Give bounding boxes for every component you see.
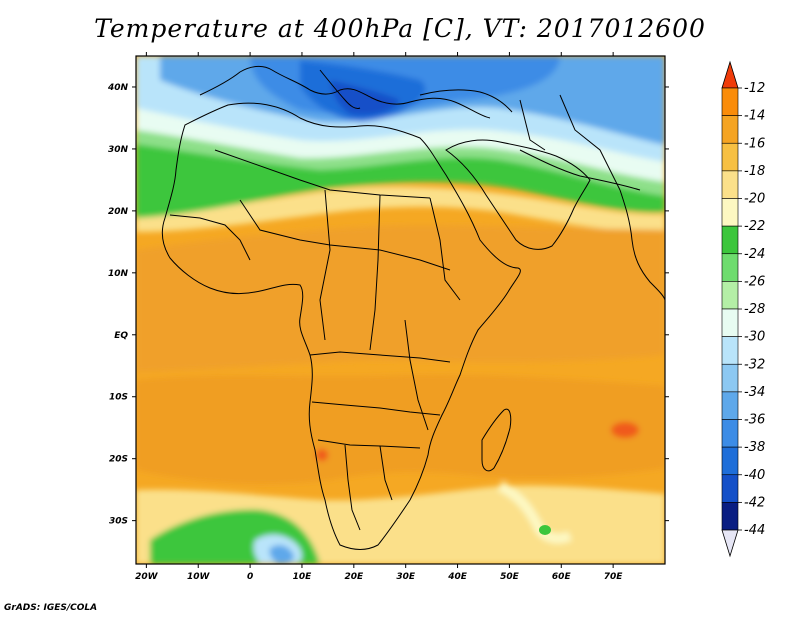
- lat-tick-label: EQ: [114, 331, 128, 341]
- colorbar-segment: [721, 419, 739, 448]
- colorbar: -12 -14 -16 -18 -20 -22 -24 -26 -28 -30 -32 -34 -36 -…: [721, 60, 765, 558]
- colorbar-segment: [721, 391, 739, 420]
- lat-tick-label: 20N: [108, 207, 129, 217]
- lon-tick-label: 30E: [396, 572, 416, 582]
- border-line: [317, 439, 421, 449]
- band-minus24: [136, 140, 665, 218]
- green-spot-indian-ocean: [539, 525, 551, 535]
- lon-tick-label: 0: [247, 572, 253, 582]
- lat-tick-label: 40N: [107, 83, 129, 93]
- arabia-coastline: [445, 139, 591, 250]
- colorbar-segment: [721, 502, 739, 531]
- colorbar-label: -42: [744, 495, 765, 510]
- colorbar-label: -36: [744, 413, 765, 428]
- lon-tick-label: 70E: [604, 572, 624, 582]
- lon-tick-label: 40E: [447, 572, 468, 582]
- lon-tick-label: 10E: [293, 572, 313, 582]
- lon-tick-label: 20W: [135, 572, 159, 582]
- africa-coastline: [161, 102, 521, 550]
- colorbar-label: -16: [744, 136, 765, 151]
- colorbar-segment: [721, 225, 739, 255]
- border-line: [404, 319, 429, 431]
- colorbar-label: -34: [744, 385, 765, 400]
- colorbar-label: -30: [744, 330, 765, 345]
- band-minus16-north: [136, 225, 665, 372]
- border-line: [319, 189, 331, 341]
- warm-spot-southern-africa: [316, 449, 328, 461]
- lon-tick-label: 10W: [187, 572, 211, 582]
- border-line: [519, 99, 546, 151]
- colorbar-segment: [721, 308, 739, 337]
- colorbar-segment: [721, 253, 739, 282]
- band-minus32-south: [269, 545, 294, 564]
- border-line: [379, 445, 393, 501]
- lat-tick-label: 30S: [109, 517, 128, 527]
- anatolia-coast: [419, 89, 513, 113]
- colorbar-label: -44: [744, 523, 765, 538]
- band-minus20: [136, 186, 665, 232]
- lat-tick-label: 10S: [109, 393, 128, 403]
- colorbar-arrow-top: [721, 60, 739, 89]
- border-line: [429, 197, 461, 301]
- map-frame: [135, 55, 666, 565]
- colorbar-segment: [721, 446, 739, 476]
- colorbar-label: -40: [744, 468, 765, 483]
- border-line: [344, 444, 361, 531]
- colorbar-label: -26: [744, 274, 765, 289]
- colorbar-segment: [721, 115, 739, 144]
- lon-tick-label: 50E: [500, 572, 520, 582]
- border-line: [309, 351, 451, 363]
- colorbar-segment: [721, 281, 739, 310]
- colorbar-arrow-bottom: [721, 529, 739, 558]
- colorbar-label: -12: [744, 81, 765, 96]
- temperature-field: [136, 56, 665, 564]
- europe-coastline: [199, 65, 491, 119]
- band-minus26: [136, 128, 665, 196]
- band-minus30: [136, 105, 665, 182]
- colorbar-segment: [721, 198, 739, 227]
- border-line: [311, 401, 441, 416]
- band-minus16-south: [136, 374, 665, 485]
- colorbar-segment: [721, 363, 739, 393]
- colorbar-label: -20: [744, 192, 765, 207]
- iran-coast: [519, 149, 641, 191]
- colorbar-label: -14: [744, 109, 765, 124]
- colorbar-segment: [721, 170, 739, 199]
- longitude-axis: 20W 10W 0 10E 20E 30E 40E 50E 60E 70E: [135, 52, 623, 582]
- colorbar-segment: [721, 142, 739, 172]
- colorbar-label: -18: [744, 164, 765, 179]
- border-line: [169, 214, 251, 261]
- grads-credit: GrADS: IGES/COLA: [4, 603, 98, 613]
- colorbar-label: -28: [744, 302, 765, 317]
- border-line: [369, 194, 381, 351]
- colorbar-label: -22: [744, 219, 765, 234]
- italy-coast: [319, 69, 361, 109]
- lat-tick-label: 30N: [108, 145, 129, 155]
- colorbar-label: -24: [744, 247, 765, 262]
- border-line: [214, 149, 431, 199]
- colorbar-segment: [721, 336, 739, 365]
- warm-spot-indian-ocean: [611, 422, 639, 438]
- coastlines: [161, 65, 665, 550]
- lon-tick-label: 60E: [552, 572, 572, 582]
- latitude-axis: 40N 30N 20N 10N EQ 10S 20S 30S: [107, 83, 669, 527]
- lon-tick-label: 20E: [344, 572, 364, 582]
- colorbar-label: -38: [744, 440, 765, 455]
- map-title: Temperature at 400hPa [C], VT: 201701260…: [94, 14, 706, 43]
- madagascar: [481, 408, 512, 472]
- colorbar-label: -32: [744, 357, 765, 372]
- border-line: [559, 94, 621, 191]
- lat-tick-label: 10N: [108, 269, 129, 279]
- colorbar-segment: [721, 87, 739, 116]
- lat-tick-label: 20S: [109, 455, 128, 465]
- colorbar-segment: [721, 474, 739, 503]
- india-coastline: [619, 189, 665, 301]
